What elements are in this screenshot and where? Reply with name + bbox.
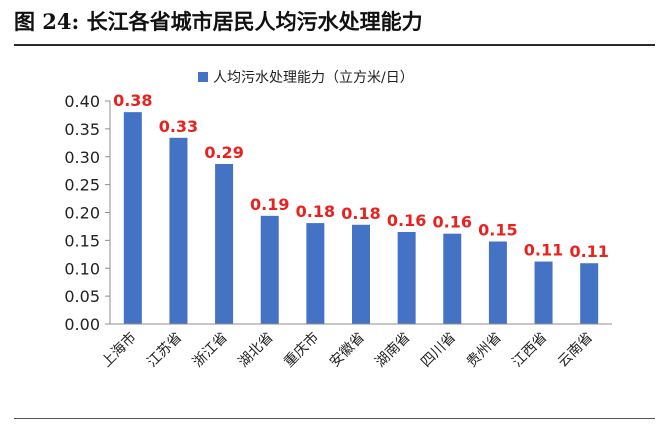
y-tick-label: 0.20 xyxy=(64,204,100,223)
bar xyxy=(534,261,553,324)
footer-rule xyxy=(14,418,655,419)
figure-title: 图 24: 长江各省城市居民人均污水处理能力 xyxy=(14,9,423,34)
y-tick-label: 0.15 xyxy=(64,231,100,250)
bar xyxy=(306,223,325,324)
bar xyxy=(260,215,279,324)
x-tick-label: 贵州省 xyxy=(464,330,505,371)
x-tick-label: 云南省 xyxy=(555,330,596,371)
legend-swatch xyxy=(198,72,208,82)
x-tick-label: 上海市 xyxy=(98,329,140,371)
bar xyxy=(488,241,507,324)
x-tick-label: 江苏省 xyxy=(144,330,185,371)
x-tick-label: 浙江省 xyxy=(190,330,231,371)
data-label: 0.18 xyxy=(341,204,380,223)
title-rule xyxy=(14,44,655,46)
y-tick-label: 0.30 xyxy=(64,148,100,167)
bar xyxy=(443,233,462,324)
legend: 人均污水处理能力（立方米/日） xyxy=(198,70,414,86)
x-tick-label: 重庆市 xyxy=(280,329,322,371)
data-labels: 0.38 0.33 0.29 0.19 0.18 0.18 0.16 0.16 0.15 0.11… xyxy=(113,91,609,261)
data-label: 0.16 xyxy=(387,211,426,230)
x-tick-label: 四川省 xyxy=(418,330,459,371)
bar xyxy=(580,263,599,324)
y-tick-label: 0.25 xyxy=(64,176,100,195)
x-tick-label: 湖南省 xyxy=(372,330,413,371)
y-axis: 0.00 0.05 0.10 0.15 0.20 0.25 0.30 0.35 0.40 xyxy=(64,92,111,334)
y-tick-label: 0.35 xyxy=(64,120,100,139)
bar xyxy=(352,224,370,324)
bar xyxy=(215,163,234,324)
data-label: 0.19 xyxy=(250,195,289,214)
y-tick-label: 0.40 xyxy=(64,92,100,111)
data-label: 0.18 xyxy=(296,202,335,221)
y-tick-label: 0.05 xyxy=(64,287,100,306)
bar xyxy=(397,232,416,324)
data-label: 0.16 xyxy=(433,213,472,232)
bar xyxy=(123,112,142,325)
y-tick-label: 0.00 xyxy=(64,315,100,334)
bars xyxy=(123,112,599,325)
data-label: 0.33 xyxy=(159,117,198,136)
x-tick-label: 江西省 xyxy=(509,330,550,371)
data-label: 0.11 xyxy=(569,242,608,261)
bar xyxy=(169,137,188,324)
data-label: 0.11 xyxy=(524,241,563,260)
data-label: 0.15 xyxy=(478,220,517,239)
legend-label: 人均污水处理能力（立方米/日） xyxy=(213,70,414,86)
x-axis: 上海市 江苏省 浙江省 湖北省 重庆市 安徽省 湖南省 四川省 贵州省 江西省 云南省 xyxy=(98,323,612,371)
x-tick-label: 安徽省 xyxy=(327,330,368,371)
x-tick-label: 湖北省 xyxy=(236,330,277,371)
data-label: 0.38 xyxy=(113,91,152,110)
data-label: 0.29 xyxy=(204,143,243,162)
y-tick-label: 0.10 xyxy=(64,259,100,278)
